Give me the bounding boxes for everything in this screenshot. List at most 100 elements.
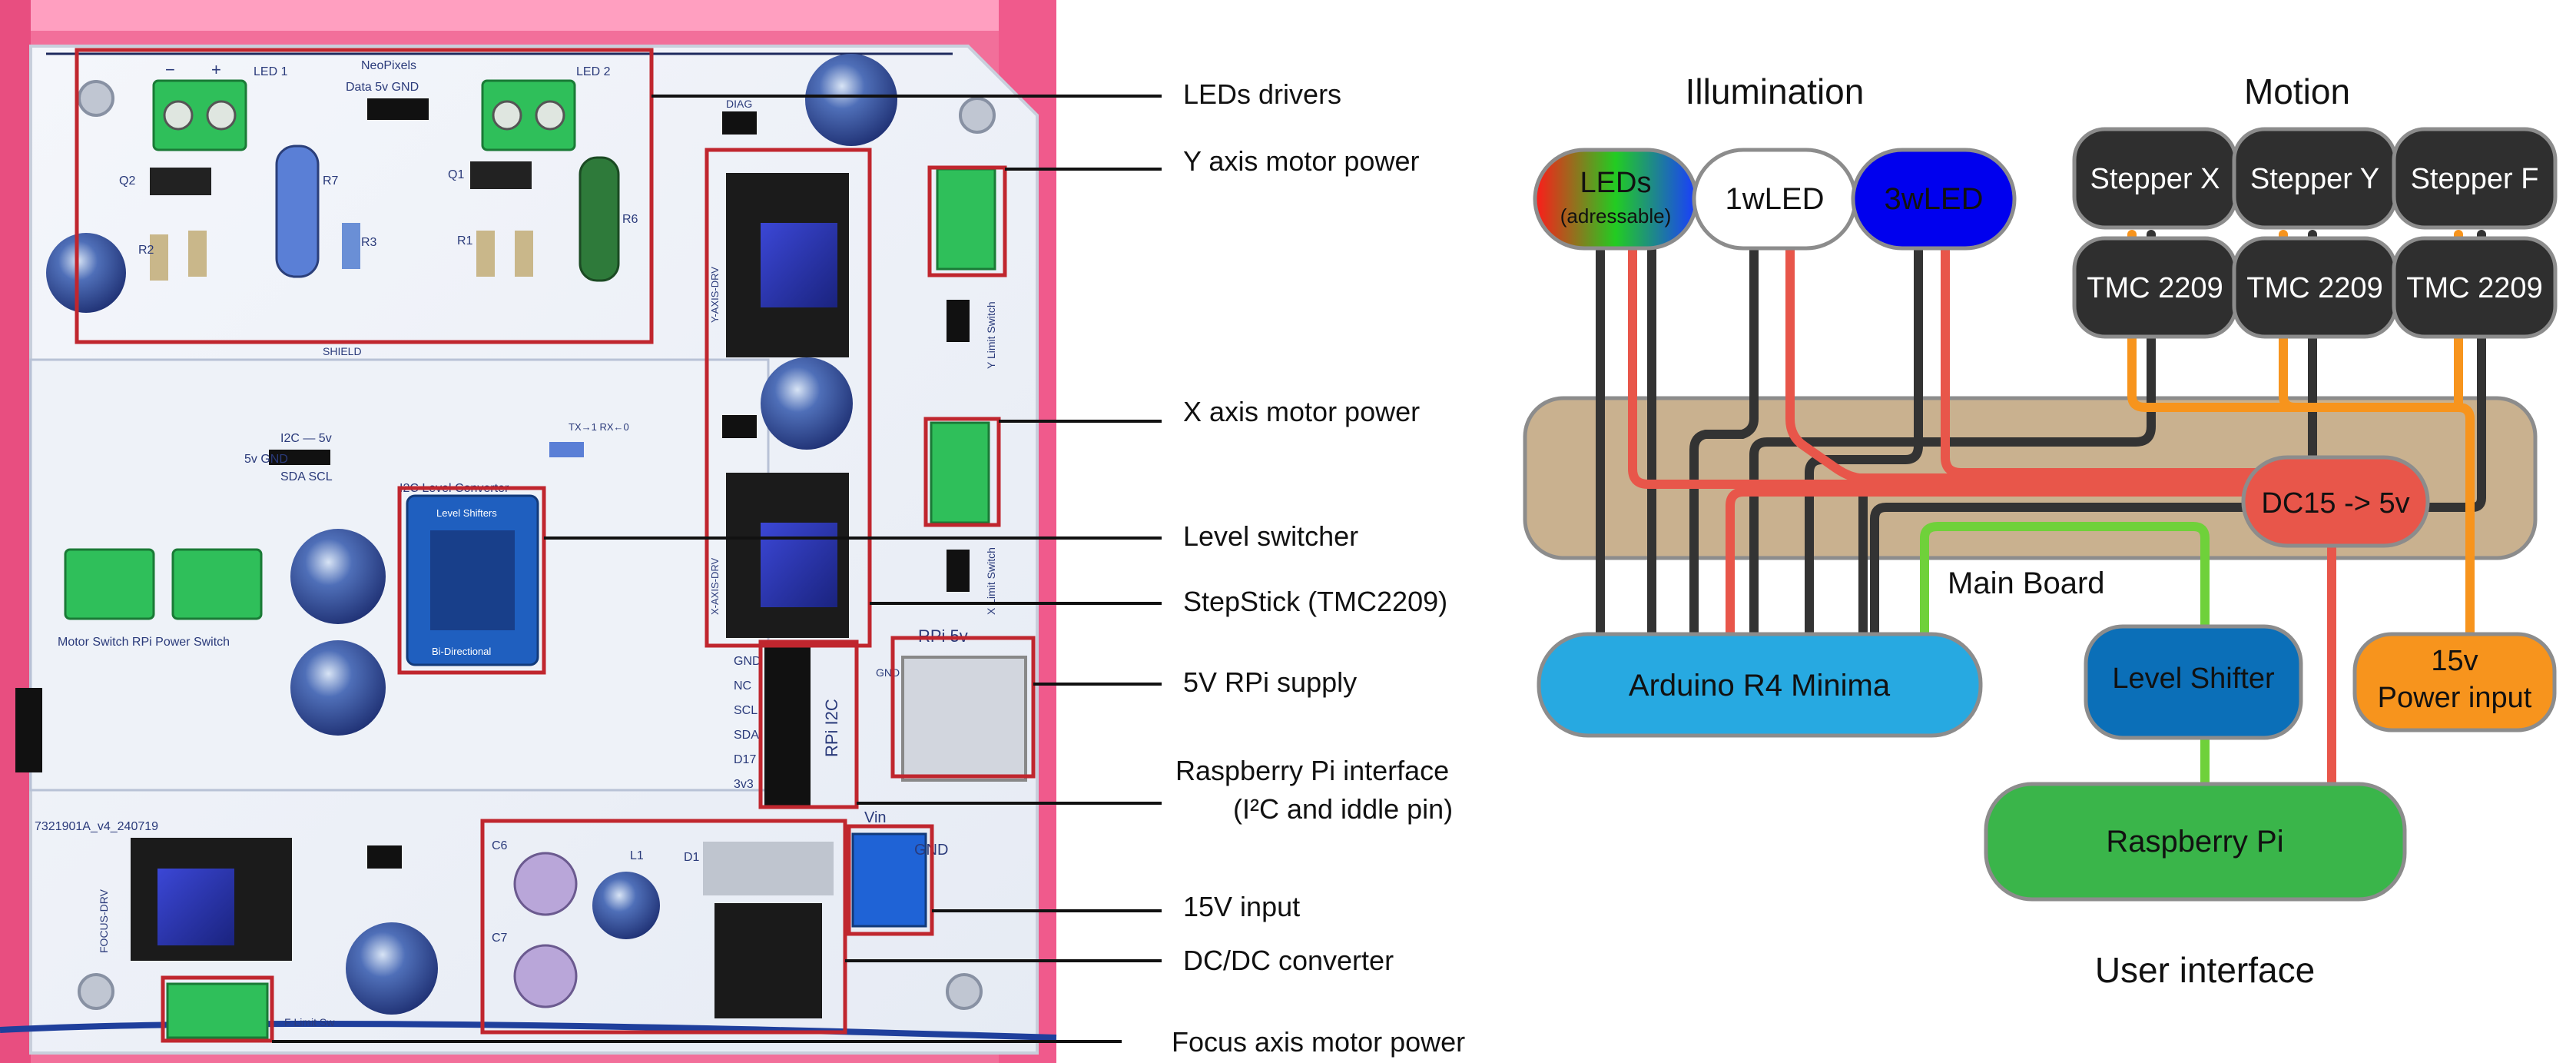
- silk-pin-scl: SCL: [734, 704, 758, 717]
- label-y-axis-power: Y axis motor power: [1183, 145, 1419, 177]
- silk-plus: +: [211, 60, 221, 79]
- silkscreen: − + LED 1 NeoPixels Data 5v GND LED 2 Q2…: [35, 59, 997, 1028]
- silk-r7: R7: [323, 174, 339, 188]
- usb-port: [901, 656, 1027, 782]
- node-leds-label: LEDs: [1580, 167, 1652, 199]
- silk-d1: D1: [684, 851, 700, 864]
- vin-terminal: [851, 832, 927, 928]
- wires: [1596, 230, 2486, 789]
- label-focus-axis-power: Focus axis motor power: [1172, 1026, 1465, 1058]
- rpi-power-switch-terminal: [171, 548, 263, 620]
- silk-led1: LED 1: [254, 65, 288, 78]
- box-dcdc: [480, 819, 847, 1035]
- wire-black: [1805, 245, 1923, 639]
- node-3wled: [1851, 148, 2017, 251]
- jumper: [367, 845, 402, 869]
- silk-pin-3v3: 3v3: [734, 778, 754, 791]
- node-arduino: [1537, 632, 1983, 738]
- node-arduino-label: Arduino R4 Minima: [1629, 669, 1891, 703]
- resistor-small: [515, 231, 533, 277]
- capacitor: [513, 944, 578, 1008]
- silk-i2c-row: 5v GND: [244, 453, 288, 466]
- label-dcdc: DC/DC converter: [1183, 945, 1394, 976]
- resistor-r5: [549, 442, 584, 457]
- silk-q1: Q1: [448, 168, 464, 181]
- capacitor: [513, 852, 578, 916]
- box-rpi-interface: [758, 639, 859, 809]
- box-y-axis: [927, 165, 1007, 277]
- x-axis-terminal: [930, 421, 990, 524]
- node-3wled-label: 3wLED: [1885, 182, 1984, 216]
- silk-version: 7321901A_v4_240719: [35, 820, 158, 833]
- jumper: [722, 111, 757, 135]
- silk-y-limit: Y Limit Switch: [985, 301, 997, 369]
- node-leds-sublabel: (adressable): [1560, 204, 1672, 228]
- silk-pin-sda: SDA: [734, 729, 759, 742]
- node-raspberry-pi-label: Raspberry Pi: [2106, 825, 2283, 859]
- silk-r6: R6: [622, 213, 638, 226]
- mounting-hole: [946, 973, 983, 1010]
- node-power-input-line1: 15v: [2431, 645, 2478, 677]
- silk-r2: R2: [138, 244, 154, 257]
- capacitor: [290, 529, 386, 624]
- label-stepstick: StepStick (TMC2209): [1183, 586, 1447, 617]
- transistor-q1: [470, 161, 532, 189]
- silk-pin-nc: NC: [734, 679, 751, 693]
- dcdc-heatsink: [703, 842, 834, 895]
- silk-pin-d17: D17: [734, 753, 756, 766]
- capacitor: [592, 872, 660, 939]
- silk-y-axis-drv: Y-AXIS-DRV: [709, 267, 721, 323]
- heading-user-interface: User interface: [2095, 950, 2315, 990]
- heatsink: [157, 869, 234, 945]
- node-1wled-label: 1wLED: [1726, 182, 1825, 216]
- mounting-hole: [959, 97, 996, 134]
- wire-orange: [2127, 230, 2475, 639]
- silk-led2: LED 2: [576, 65, 611, 78]
- silk-r1: R1: [457, 234, 473, 247]
- label-level-switcher: Level switcher: [1183, 520, 1358, 552]
- highlight-boxes: [75, 48, 1036, 1043]
- wire-black: [1749, 230, 2156, 639]
- jumper: [722, 415, 757, 438]
- resistor-small: [476, 231, 495, 277]
- mounting-hole: [78, 80, 114, 117]
- silk-f-limit: F Limit Sw: [284, 1016, 335, 1028]
- silk-neopixels: NeoPixels: [361, 59, 416, 72]
- led2-terminal: [481, 79, 576, 151]
- silk-x-axis-drv: X-AXIS-DRV: [709, 558, 721, 615]
- wire-black: [1689, 245, 1759, 639]
- resistor-small: [150, 234, 168, 281]
- wire-red: [1785, 245, 2263, 483]
- resistor-r6: [579, 156, 620, 282]
- system-diagram: Illumination Motion DC15 -> 5v Main Bo: [1523, 71, 2558, 990]
- terminal-screw: [535, 100, 565, 131]
- annotation-labels: LEDs drivers Y axis motor power X axis m…: [1172, 78, 1465, 1058]
- box-focus-axis: [161, 975, 274, 1043]
- heading-motion: Motion: [2244, 71, 2350, 111]
- label-rpi-supply: 5V RPi supply: [1183, 666, 1357, 698]
- pcb-photo: − + LED 1 NeoPixels Data 5v GND LED 2 Q2…: [0, 0, 1057, 1063]
- wire-red: [1726, 487, 2263, 639]
- silk-level-shifters: Level Shifters: [436, 507, 497, 519]
- box-15v-input: [847, 824, 934, 936]
- label-leds-drivers: LEDs drivers: [1183, 78, 1341, 110]
- node-stepper-y-label: Stepper Y: [2250, 163, 2379, 195]
- silk-motor-switch: Motor Switch RPi Power Switch: [58, 636, 230, 649]
- terminal-screw: [492, 100, 522, 131]
- silk-gnd: GND: [876, 666, 900, 679]
- silk-focus-drv: FOCUS-DRV: [98, 889, 110, 953]
- level-switcher-chip: [430, 530, 515, 630]
- capacitor: [46, 233, 126, 313]
- silk-q2: Q2: [119, 174, 135, 188]
- terminal-screw: [206, 100, 237, 131]
- silk-c6: C6: [492, 839, 508, 852]
- box-level-switcher: [397, 486, 546, 675]
- y-axis-terminal: [936, 168, 996, 271]
- capacitor: [761, 357, 853, 450]
- node-level-shifter-label: Level Shifter: [2112, 663, 2275, 695]
- node-stepper-f-label: Stepper F: [2411, 163, 2539, 195]
- dcdc-regulator: [714, 903, 822, 1018]
- node-tmc-3-label: TMC 2209: [2406, 272, 2542, 304]
- photo-top-band: [0, 0, 1056, 31]
